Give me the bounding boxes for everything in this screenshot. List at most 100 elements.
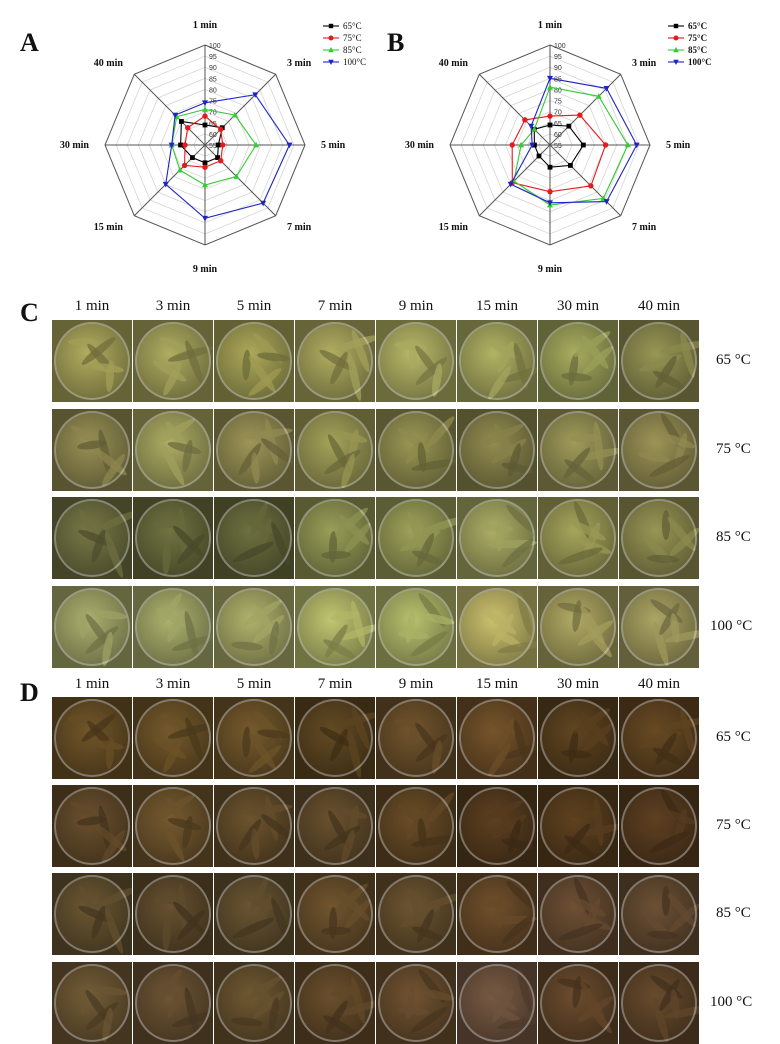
dish-rim (621, 964, 697, 1042)
tea-photo-d (133, 785, 213, 867)
dish-rim (54, 875, 130, 953)
dish-rim (216, 964, 292, 1042)
legend-marker (673, 23, 679, 29)
data-point (176, 166, 183, 173)
data-point (532, 142, 537, 148)
data-point (182, 142, 188, 148)
axis-label: 1 min (538, 20, 563, 31)
time-header: 7 min (317, 298, 353, 314)
time-header: 9 min (398, 298, 434, 314)
axis-label: 1 min (193, 20, 218, 31)
tea-photo-c (214, 586, 294, 668)
axis-label: 3 min (287, 58, 312, 69)
dish-rim (621, 588, 697, 666)
tea-photo-d (52, 785, 132, 867)
radial-tick-label: 65 (554, 121, 562, 128)
tea-photo-c (133, 586, 213, 668)
legend-label: 75°C (688, 33, 707, 43)
dish-rim (378, 964, 454, 1042)
legend-marker (328, 35, 334, 41)
axis-label: 15 min (94, 222, 124, 233)
dish-rim (540, 787, 616, 865)
dish-rim (54, 499, 130, 577)
tea-photo-d (52, 873, 132, 955)
data-point (507, 181, 514, 188)
tea-photo-d (295, 697, 375, 779)
dish-rim (540, 322, 616, 400)
data-point (528, 123, 535, 130)
radial-tick-label: 90 (209, 65, 217, 72)
dish-rim (216, 588, 292, 666)
axis-label: 40 min (94, 58, 124, 69)
tea-photo-d (295, 785, 375, 867)
data-point (547, 84, 553, 90)
panel-label-b: B (387, 28, 405, 57)
tea-photo-d (295, 962, 375, 1044)
dish-rim (54, 588, 130, 666)
axis-label: 30 min (405, 140, 435, 151)
dish-rim (540, 875, 616, 953)
radar-spoke (133, 73, 206, 146)
dish-rim (216, 875, 292, 953)
dish-rim (297, 499, 373, 577)
tea-photo-d (457, 697, 537, 779)
dish-rim (135, 699, 211, 777)
tea-photo-c (538, 497, 618, 579)
time-header: 15 min (475, 298, 519, 314)
dish-rim (378, 588, 454, 666)
data-point (231, 111, 238, 118)
data-point (218, 126, 224, 132)
data-point (547, 75, 553, 82)
dish-rim (135, 964, 211, 1042)
data-point (624, 141, 631, 148)
data-point (577, 112, 583, 118)
axis-label: 9 min (193, 264, 218, 275)
tea-photo-d (52, 962, 132, 1044)
dish-rim (459, 499, 535, 577)
radial-tick-label: 95 (554, 54, 562, 61)
tea-photo-c (295, 586, 375, 668)
time-header: 7 min (317, 676, 353, 692)
axis-label: 5 min (666, 140, 691, 151)
legend-marker (328, 47, 334, 53)
dish-rim (297, 411, 373, 489)
temperature-label: 100 °C (710, 994, 753, 1010)
data-point (215, 155, 220, 160)
data-point (509, 142, 515, 148)
tea-photo-d (457, 962, 537, 1044)
axis-label: 5 min (321, 140, 346, 151)
legend-marker (328, 59, 334, 65)
tea-photo-d (133, 697, 213, 779)
tea-photo-c (214, 497, 294, 579)
dish-rim (135, 411, 211, 489)
time-header: 1 min (74, 676, 110, 692)
tea-photo-c (52, 586, 132, 668)
radar-spoke (478, 73, 551, 146)
radial-tick-label: 60 (554, 132, 562, 139)
dish-rim (216, 699, 292, 777)
dish-rim (54, 322, 130, 400)
time-header: 30 min (556, 676, 600, 692)
tea-photo-d (133, 962, 213, 1044)
dish-rim (459, 875, 535, 953)
dish-rim (621, 875, 697, 953)
tea-photo-d (457, 785, 537, 867)
tea-photo-d (214, 962, 294, 1044)
dish-rim (621, 699, 697, 777)
radial-tick-label: 80 (554, 87, 562, 94)
legend-marker (328, 23, 334, 29)
dish-rim (135, 787, 211, 865)
legend-label: 85°C (688, 45, 707, 55)
time-header: 5 min (236, 676, 272, 692)
temperature-label: 65 °C (716, 729, 751, 745)
tea-photo-d (457, 873, 537, 955)
dish-rim (135, 322, 211, 400)
data-point (531, 126, 538, 132)
tea-photo-c (376, 320, 456, 402)
tea-photo-d (619, 785, 699, 867)
legend-label: 85°C (343, 45, 362, 55)
legend-label: 75°C (343, 33, 362, 43)
dish-rim (297, 699, 373, 777)
dish-rim (621, 787, 697, 865)
